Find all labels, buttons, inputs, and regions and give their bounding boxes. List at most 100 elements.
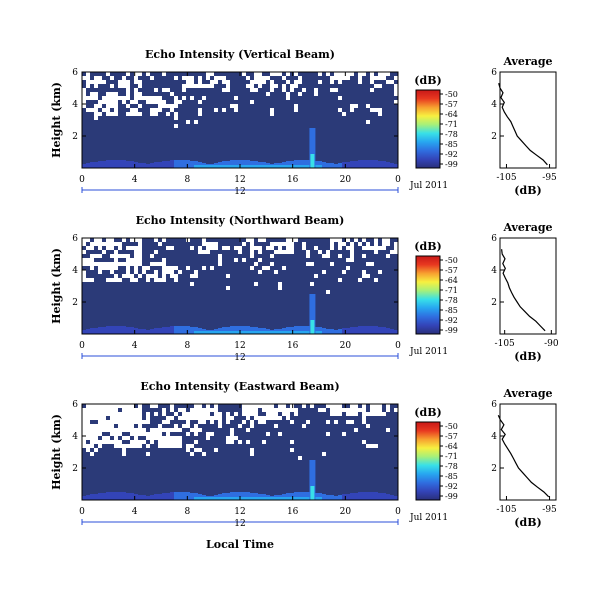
echo-band-cell <box>122 326 126 334</box>
missing-data-cell <box>230 104 234 108</box>
echo-band-cell <box>126 493 130 500</box>
echo-band-cell <box>146 330 150 334</box>
missing-data-cell <box>314 88 318 92</box>
missing-data-cell <box>98 412 102 416</box>
missing-data-cell <box>170 408 174 412</box>
missing-data-cell <box>374 412 378 416</box>
missing-data-cell <box>294 80 298 84</box>
missing-data-cell <box>374 444 378 448</box>
missing-data-cell <box>90 246 94 250</box>
missing-data-cell <box>106 238 110 242</box>
missing-data-cell <box>102 404 106 408</box>
missing-data-cell <box>118 278 122 282</box>
missing-data-cell <box>194 84 198 88</box>
missing-data-cell <box>214 416 218 420</box>
missing-data-cell <box>130 444 134 448</box>
echo-band-cell <box>382 327 386 334</box>
missing-data-cell <box>86 408 90 412</box>
colorbar-tick-label: -78 <box>445 130 458 139</box>
missing-data-cell <box>206 436 210 440</box>
echo-band-cell <box>86 329 90 334</box>
echo-band-cell <box>318 327 322 334</box>
echo-band-core <box>266 331 270 334</box>
panel-0: Echo Intensity (Vertical Beam) 0 4 8 12 16 20 0… <box>50 48 557 197</box>
missing-data-cell <box>166 104 170 108</box>
missing-data-cell <box>206 246 210 250</box>
missing-data-cell <box>342 242 346 246</box>
missing-data-cell <box>198 416 202 420</box>
missing-data-cell <box>134 80 138 84</box>
missing-data-cell <box>110 262 114 266</box>
colorbar <box>415 255 441 335</box>
echo-band-cell <box>326 495 330 500</box>
x-tick-label: 8 <box>184 175 190 185</box>
missing-data-cell <box>122 428 126 432</box>
missing-data-cell <box>186 80 190 84</box>
missing-data-cell <box>106 266 110 270</box>
missing-data-cell <box>274 408 278 412</box>
missing-data-cell <box>154 238 158 242</box>
missing-data-cell <box>82 412 86 416</box>
echo-band-core <box>234 497 238 500</box>
echo-band-cell <box>322 328 326 334</box>
missing-data-cell <box>210 266 214 270</box>
missing-data-cell <box>326 404 330 408</box>
echo-band-cell <box>362 160 366 168</box>
missing-data-cell <box>94 424 98 428</box>
missing-data-cell <box>82 416 86 420</box>
missing-data-cell <box>94 262 98 266</box>
missing-data-cell <box>226 246 230 250</box>
colorbar-tick-label: -64 <box>445 442 458 451</box>
missing-data-cell <box>154 100 158 104</box>
missing-data-cell <box>102 262 106 266</box>
echo-band-cell <box>358 492 362 500</box>
colorbar-tick-label: -57 <box>445 432 458 441</box>
missing-data-cell <box>246 412 250 416</box>
echo-band-cell <box>174 492 178 500</box>
echo-band-core <box>206 165 210 168</box>
missing-data-cell <box>130 262 134 266</box>
missing-data-cell <box>150 428 154 432</box>
missing-data-cell <box>198 80 202 84</box>
missing-data-cell <box>258 258 262 262</box>
missing-data-cell <box>122 416 126 420</box>
colorbar <box>415 421 441 501</box>
missing-data-cell <box>130 420 134 424</box>
missing-data-cell <box>258 250 262 254</box>
missing-data-cell <box>362 412 366 416</box>
missing-data-cell <box>174 100 178 104</box>
missing-data-cell <box>318 72 322 76</box>
missing-data-cell <box>86 96 90 100</box>
profile-y-tick-label: 6 <box>491 400 497 410</box>
colorbar-tick-label: -71 <box>445 286 458 295</box>
echo-band-cell <box>86 495 90 500</box>
echo-band-cell <box>226 161 230 168</box>
missing-data-cell <box>106 424 110 428</box>
missing-data-cell <box>106 108 110 112</box>
missing-data-cell <box>118 428 122 432</box>
missing-data-cell <box>138 84 142 88</box>
echo-band-cell <box>146 164 150 168</box>
missing-data-cell <box>110 242 114 246</box>
y-tick-label: 4 <box>72 100 78 110</box>
missing-data-cell <box>338 242 342 246</box>
echo-band-cell <box>390 329 394 334</box>
missing-data-cell <box>114 416 118 420</box>
missing-data-cell <box>210 408 214 412</box>
missing-data-cell <box>378 408 382 412</box>
echo-band-cell <box>190 493 194 500</box>
colorbar-unit: (dB) <box>414 240 441 253</box>
colorbar-tick-label: -50 <box>445 256 458 265</box>
missing-data-cell <box>286 412 290 416</box>
missing-data-cell <box>354 238 358 242</box>
missing-data-cell <box>330 242 334 246</box>
echo-band-cell <box>158 328 162 334</box>
missing-data-cell <box>338 96 342 100</box>
echo-band-cell <box>110 326 114 334</box>
missing-data-cell <box>166 270 170 274</box>
missing-data-cell <box>246 84 250 88</box>
missing-data-cell <box>366 104 370 108</box>
y-axis-label: Height (km) <box>50 414 63 490</box>
missing-data-cell <box>134 238 138 242</box>
echo-band-cell <box>166 161 170 168</box>
